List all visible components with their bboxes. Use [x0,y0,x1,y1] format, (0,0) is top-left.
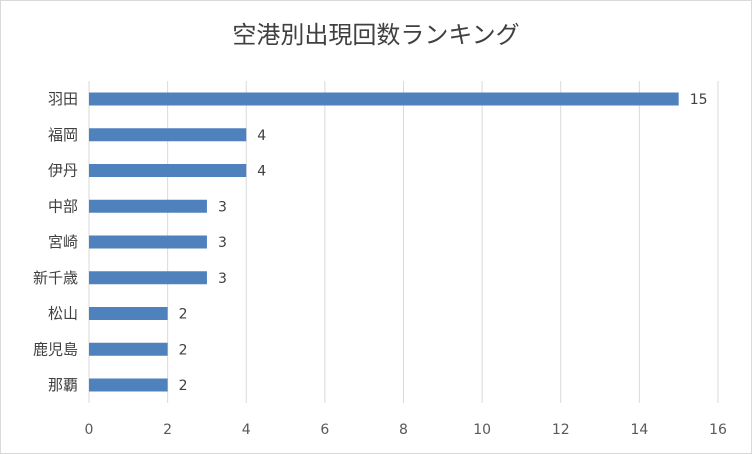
bar-1 [89,128,247,142]
data-label: 2 [179,378,188,394]
x-tick-label: 6 [320,422,329,438]
category-label: 宮崎 [48,233,78,251]
bar-7 [89,342,168,356]
category-label: 羽田 [48,90,78,108]
category-label: 鹿児島 [33,340,78,358]
data-label: 3 [218,199,227,215]
x-tick-label: 12 [552,422,570,438]
bar-8 [89,378,168,392]
category-label: 松山 [48,305,78,323]
bar-2 [89,164,247,177]
x-tick-label: 4 [242,422,251,438]
category-label: 伊丹 [48,162,78,180]
bar-5 [89,271,207,285]
category-label: 那覇 [48,376,78,394]
data-label: 3 [218,271,227,287]
chart-title: 空港別出現回数ランキング [232,21,520,49]
bar-6 [89,307,168,320]
category-label: 中部 [48,197,78,215]
data-label: 15 [690,92,708,108]
x-tick-label: 0 [85,422,94,438]
bar-0 [89,92,679,106]
category-label: 福岡 [48,126,78,144]
data-label: 4 [257,164,266,180]
x-tick-label: 8 [399,422,408,438]
data-label: 4 [257,128,266,144]
data-label: 2 [179,307,188,323]
category-label: 新千歳 [33,269,78,287]
x-tick-label: 16 [709,422,727,438]
x-tick-label: 10 [473,422,491,438]
data-label: 2 [179,342,188,358]
x-tick-label: 14 [630,422,648,438]
x-tick-label: 2 [163,422,172,438]
data-label: 3 [218,235,227,251]
bar-3 [89,199,207,213]
bar-4 [89,235,207,249]
